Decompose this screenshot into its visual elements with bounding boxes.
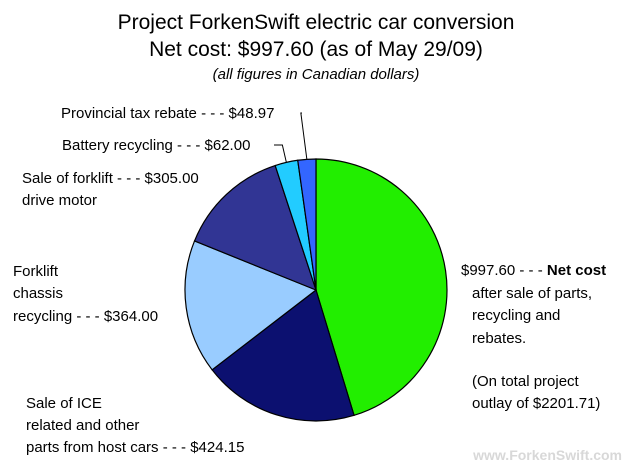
pie-slice-1 [211,288,355,422]
slice-label-net-cost-line-2: recycling and [472,307,560,324]
net-cost-bold: Net cost [547,262,606,279]
slice-label-chassis-line-0: Forklift [13,263,59,280]
slice-label-chassis-line-2: recycling - - - $364.00 [13,308,158,325]
chart-title-line2: Net cost: $997.60 (as of May 29/09) [149,38,483,61]
slice-label-net-cost-note-0: (On total project [472,373,580,390]
pie-slice-2 [184,240,318,371]
slice-label-drive-motor-line-1: drive motor [22,192,97,209]
watermark: www.ForkenSwift.com [472,447,622,463]
slice-label-net-cost-line-1: after sale of parts, [472,285,592,302]
leader-lines [274,112,308,163]
pie-slices [184,158,448,422]
chart-title: Project ForkenSwift electric car convers… [118,11,515,34]
slice-label-ice-line-1: related and other [26,417,139,434]
slice-label-ice-line-2: parts from host cars - - - $424.15 [26,439,244,456]
slice-label-net-cost-line-0: $997.60 - - - Net cost [461,262,606,279]
slice-labels: $997.60 - - - Net cost after sale of part… [13,105,606,456]
pie-slice-5 [297,158,317,291]
slice-label-battery-recycling: Battery recycling - - - $62.00 [62,137,250,154]
slice-label-chassis-line-1: chassis [13,285,63,302]
leader-line-5 [300,112,308,160]
slice-label-net-cost-note-1: outlay of $2201.71) [472,395,600,412]
slice-label-tax-rebate: Provincial tax rebate - - - $48.97 [61,105,274,122]
slice-label-drive-motor-line-0: Sale of forklift - - - $305.00 [22,170,199,187]
pie-slice-0 [315,158,448,417]
pie-slice-3 [193,164,317,292]
leader-line-4 [274,144,287,163]
slice-label-ice-line-0: Sale of ICE [26,395,102,412]
chart-subtitle: (all figures in Canadian dollars) [213,66,420,83]
slice-label-net-cost-line-3: rebates. [472,330,526,347]
